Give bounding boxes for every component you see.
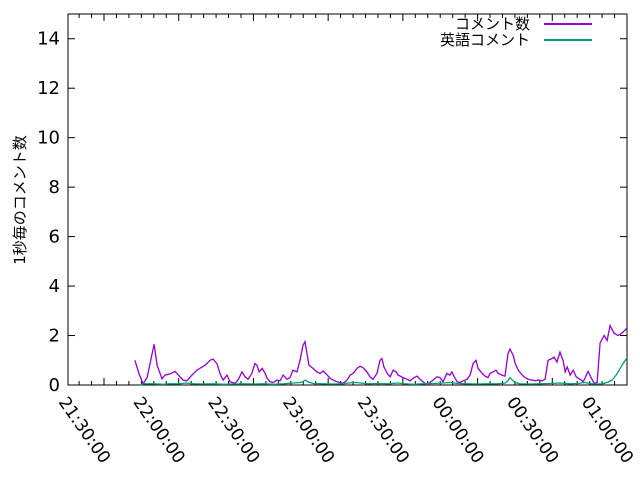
x-tick-label: 22:30:00 bbox=[203, 393, 263, 467]
legend-row-english-comments: 英語コメント bbox=[440, 32, 592, 48]
x-tick-label: 01:00:00 bbox=[577, 393, 637, 467]
legend: コメント数 英語コメント bbox=[440, 16, 592, 48]
y-tick-label: 2 bbox=[49, 326, 60, 347]
y-tick-label: 10 bbox=[37, 128, 60, 149]
y-tick-label: 14 bbox=[37, 29, 60, 50]
legend-line-sample-comments bbox=[544, 23, 592, 25]
y-tick-label: 12 bbox=[37, 78, 60, 99]
legend-row-comments: コメント数 bbox=[440, 16, 592, 32]
legend-label-comments: コメント数 bbox=[454, 15, 530, 33]
legend-line-sample-english-comments bbox=[544, 39, 592, 41]
y-tick-label: 6 bbox=[49, 227, 60, 248]
x-tick-label: 00:30:00 bbox=[502, 393, 562, 467]
plot-border bbox=[67, 13, 628, 386]
x-tick-label: 22:00:00 bbox=[129, 393, 189, 467]
legend-label-english-comments: 英語コメント bbox=[439, 31, 530, 49]
x-tick-label: 00:00:00 bbox=[427, 393, 487, 467]
series-line-1 bbox=[139, 357, 628, 386]
x-tick-label: 23:00:00 bbox=[278, 393, 338, 467]
y-axis-title: 1秒毎のコメント数 bbox=[11, 135, 29, 265]
series-line-0 bbox=[134, 323, 628, 386]
y-tick-label: 8 bbox=[49, 177, 60, 198]
x-tick-label: 23:30:00 bbox=[353, 393, 413, 467]
y-tick-label: 0 bbox=[49, 375, 60, 396]
y-tick-label: 4 bbox=[49, 276, 60, 297]
x-tick-label: 21:30:00 bbox=[54, 393, 114, 467]
